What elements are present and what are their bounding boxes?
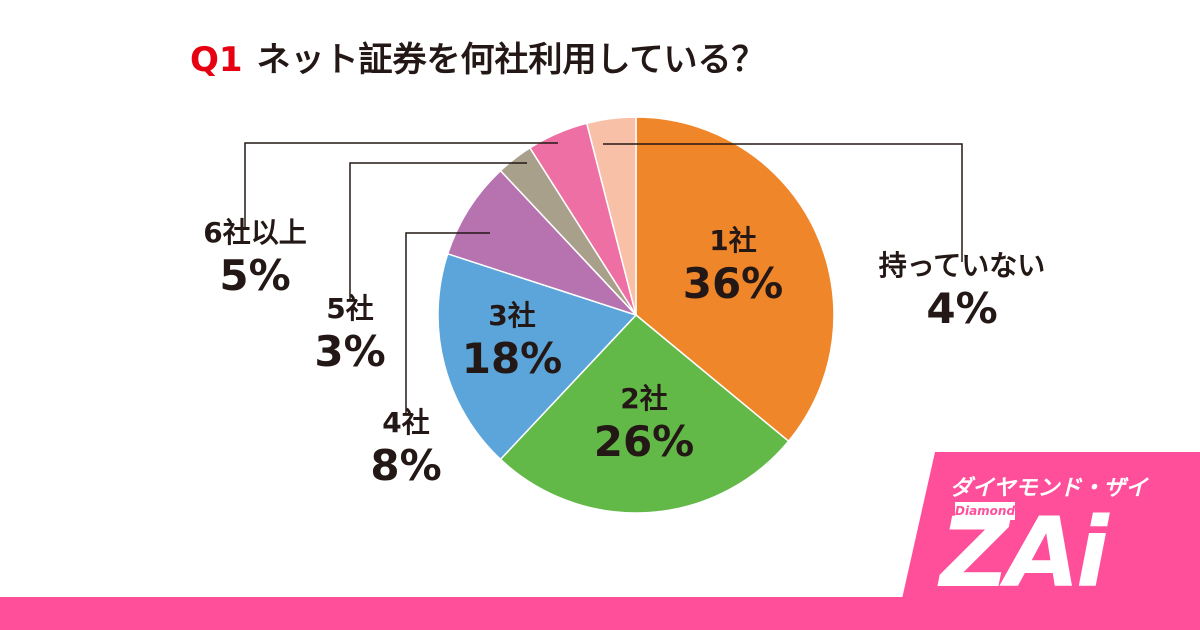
slice-label-1: 1社 bbox=[709, 224, 756, 257]
slice-value-1: 36% bbox=[683, 259, 784, 308]
leader-line-7 bbox=[603, 143, 963, 262]
leader-line-4 bbox=[405, 232, 490, 415]
pie-slice-2 bbox=[499, 313, 790, 514]
slice-value-6: 5% bbox=[219, 251, 290, 300]
slice-label-5: 5社 bbox=[326, 292, 373, 325]
slice-label-2: 2社 bbox=[620, 382, 667, 415]
logo-japanese-text: ダイヤモンド・ザイ bbox=[950, 476, 1148, 501]
leader-line-5 bbox=[349, 162, 527, 300]
logo-english-text: Diamond bbox=[955, 502, 1016, 520]
question-number: Q1 bbox=[190, 40, 243, 80]
slice-value-7: 4% bbox=[926, 284, 997, 333]
slice-label-7: 持っていない bbox=[879, 249, 1046, 282]
zai-logo bbox=[895, 452, 1200, 630]
slice-label-4: 4社 bbox=[382, 406, 429, 439]
question-text: ネット証券を何社利用している？ bbox=[256, 40, 766, 80]
leader-line-6 bbox=[244, 142, 558, 228]
slice-label-6: 6社以上 bbox=[203, 216, 306, 249]
logo-zai-text: ZAi bbox=[940, 497, 1109, 609]
pie-slice-3 bbox=[437, 252, 638, 461]
pie-slice-4 bbox=[446, 169, 637, 316]
slice-value-5: 3% bbox=[314, 327, 385, 376]
pie-slice-1 bbox=[635, 116, 835, 443]
pie-slice-7 bbox=[585, 116, 637, 316]
slice-label-3: 3社 bbox=[488, 299, 535, 332]
chart-title: Q1 ネット証券を何社利用している？ bbox=[190, 32, 766, 81]
slice-value-2: 26% bbox=[594, 417, 695, 466]
slice-value-4: 8% bbox=[370, 441, 441, 490]
slice-value-3: 18% bbox=[462, 334, 563, 383]
